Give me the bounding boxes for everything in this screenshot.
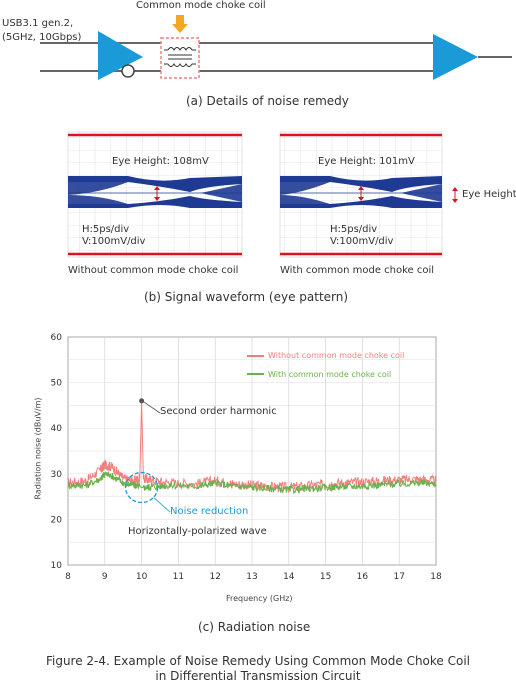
eye-svg [67,131,458,258]
y-tick-label: 50 [51,379,63,389]
noise-reduction-ellipse [124,471,159,504]
eye-height-legend-icon [452,187,458,203]
y-tick-label: 20 [51,515,63,525]
choke-box [160,37,200,79]
figure-title-line1: Figure 2-4. Example of Noise Remedy Usin… [45,654,471,668]
x-tick-label: 10 [136,572,148,582]
circuit-svg [40,15,512,80]
annotation-polarization: Horizontally-polarized wave [128,526,267,537]
legend-with: With common mode choke coil [268,370,392,379]
harmonic-leader [143,401,161,414]
x-tick-label: 16 [357,572,369,582]
eye-left-h-scale: H:5ps/div [82,224,130,235]
legend-without: Without common mode choke coil [268,351,405,360]
eye-height-legend-label: Eye Height [462,189,516,200]
x-tick-label: 15 [320,572,331,582]
eye-left-v-scale: V:100mV/div [82,236,146,247]
choke-coil-icon [164,47,196,67]
caption-c: (c) Radiation noise [198,620,311,634]
annotation-harmonic: Second order harmonic [160,406,277,417]
x-tick-label: 12 [209,572,220,582]
receiver-amplifier [433,34,478,80]
figure-title-line2: in Differential Transmission Circuit [155,669,361,683]
series-with-line [67,471,437,495]
usb-label-line2: (5GHz, 10Gbps) [2,32,82,43]
eye-left-height-marker [154,186,160,201]
x-tick-label: 18 [430,572,442,582]
x-tick-label: 13 [246,572,257,582]
series-without-line [67,400,437,494]
choke-label: Common mode choke coil [136,0,266,11]
eye-left-caption: Without common mode choke coil [68,265,239,276]
eye-left-height-label: Eye Height: 108mV [112,156,209,167]
eye-right-waveform [280,176,442,208]
x-tick-label: 8 [65,572,71,582]
y-axis-label: Radiation noise (dBuV/m) [33,397,43,500]
eye-right-v-scale: V:100mV/div [330,236,394,247]
x-tick-label: 9 [102,572,108,582]
eye-right-h-scale: H:5ps/div [330,224,378,235]
x-tick-label: 11 [173,572,184,582]
eye-left-waveform [68,176,242,208]
caption-a: (a) Details of noise remedy [186,94,349,108]
y-tick-label: 30 [51,470,63,480]
eye-right-height-marker [358,186,364,201]
eye-left-scope [67,131,243,258]
reduction-leader [153,497,171,513]
eye-right-scope [279,131,443,258]
x-axis-label: Frequency (GHz) [226,594,293,603]
harmonic-point [139,398,145,404]
eye-right-caption: With common mode choke coil [280,265,435,276]
annotation-noise-reduction: Noise reduction [170,506,249,517]
x-tick-label: 17 [393,572,404,582]
driver-amplifier [98,31,143,80]
inverter-bubble [121,64,135,78]
caption-b: (b) Signal waveform (eye pattern) [144,290,349,304]
y-tick-label: 60 [51,333,63,343]
choke-arrow-icon [172,15,188,33]
y-tick-label: 40 [51,424,63,434]
usb-label-line1: USB3.1 gen.2, [2,18,74,29]
y-tick-label: 10 [51,561,63,571]
eye-right-height-label: Eye Height: 101mV [318,156,415,167]
x-tick-label: 14 [283,572,295,582]
